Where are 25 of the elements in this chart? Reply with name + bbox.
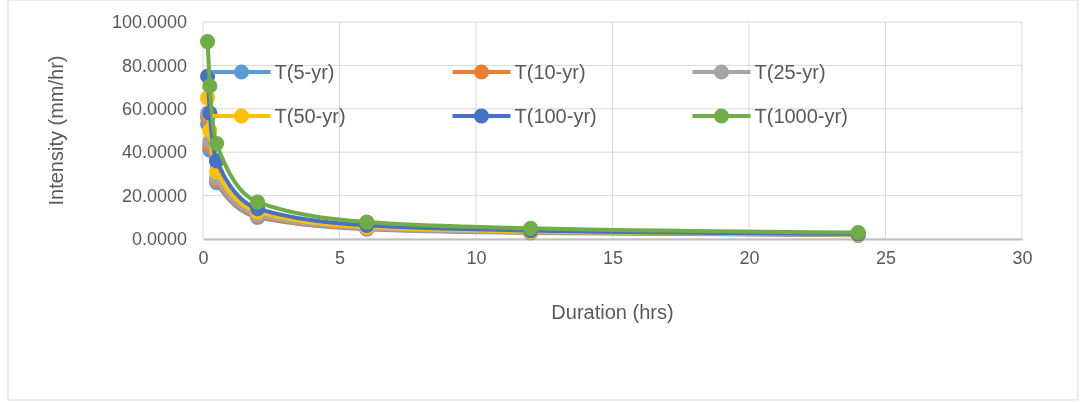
legend-label: T(10-yr) <box>514 61 586 83</box>
x-tick-label: 20 <box>739 247 760 268</box>
y-tick-label: 0.0000 <box>131 229 187 250</box>
x-tick-label: 15 <box>602 247 624 268</box>
legend-label: T(5-yr) <box>274 61 335 83</box>
x-tick-label: 5 <box>334 247 346 268</box>
x-tick-label: 25 <box>875 247 897 268</box>
legend-label: T(100-yr) <box>514 105 597 127</box>
x-tick-label: 30 <box>1012 247 1033 268</box>
y-tick-label: 20.0000 <box>121 185 187 206</box>
point <box>250 194 266 210</box>
x-axis-title: Duration (hrs) <box>551 301 674 323</box>
point <box>202 78 218 94</box>
legend-label: T(1000-yr) <box>754 105 848 127</box>
x-tick-label: 0 <box>198 247 209 268</box>
y-axis-title: Intensity (mm/hr) <box>45 55 67 206</box>
legend-label: T(50-yr) <box>274 105 346 127</box>
x-tick-label: 10 <box>466 247 487 268</box>
y-tick-label: 80.0000 <box>121 55 187 76</box>
y-tick-label: 60.0000 <box>121 99 187 120</box>
y-tick-label: 40.0000 <box>121 142 187 163</box>
legend-label: T(25-yr) <box>754 61 826 83</box>
y-tick-label: 100.0000 <box>111 12 187 33</box>
point <box>209 135 225 152</box>
point <box>199 33 216 50</box>
